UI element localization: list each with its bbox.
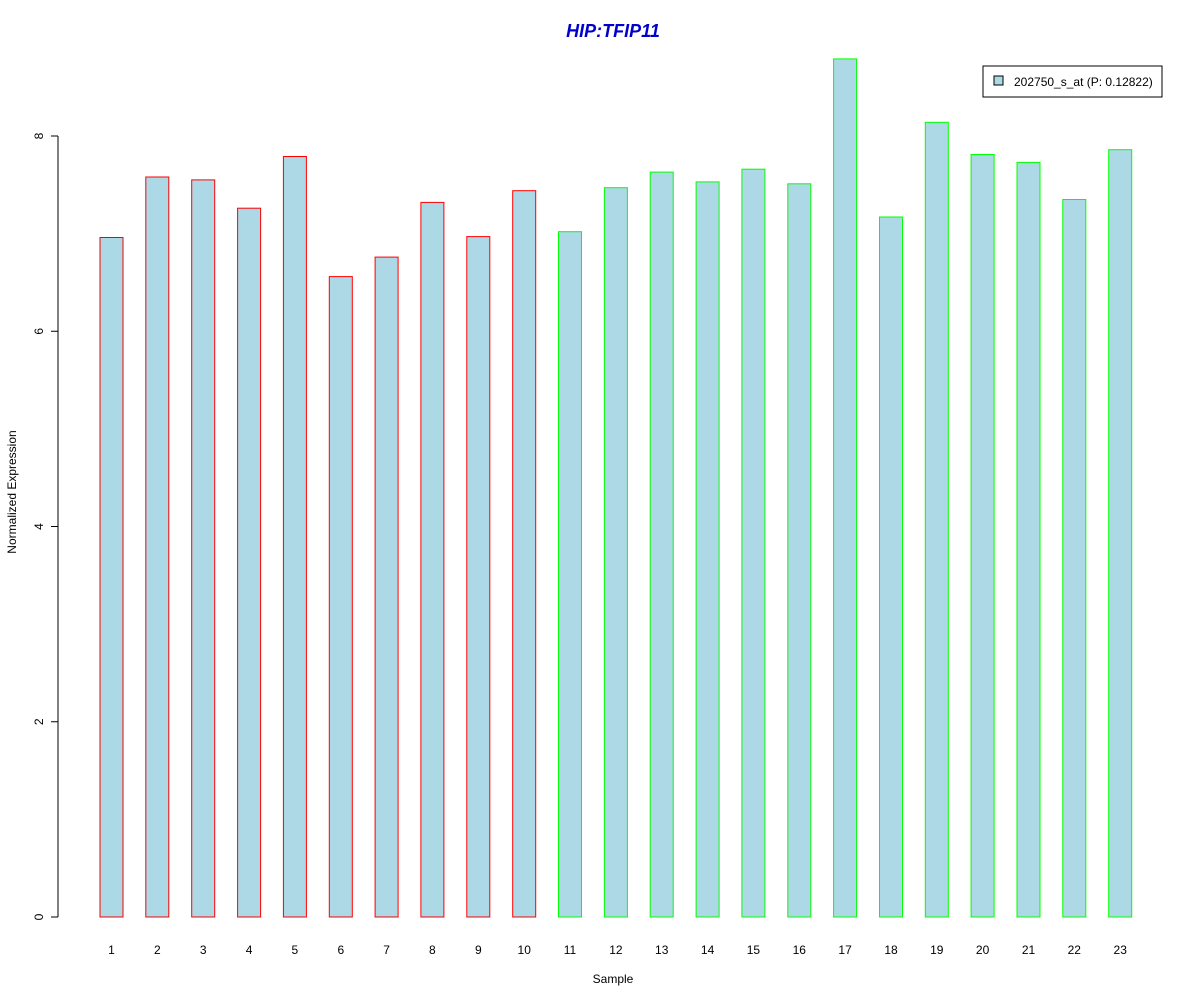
x-tick-label: 8 xyxy=(429,943,436,957)
y-tick-label: 8 xyxy=(32,132,46,139)
x-tick-labels: 1 2 3 4 5 6 7 8 9 10 11 12 13 14 15 16 17 18 19 20 21 22 23 xyxy=(108,943,1127,957)
y-tick-label: 0 xyxy=(32,913,46,920)
y-axis: 0 2 4 6 8 xyxy=(32,132,59,920)
bar xyxy=(649,171,674,918)
bar xyxy=(282,156,307,918)
bar xyxy=(420,201,445,918)
x-tick-label: 17 xyxy=(838,943,852,957)
x-tick-label: 1 xyxy=(108,943,115,957)
x-tick-label: 13 xyxy=(655,943,669,957)
x-axis-title: Sample xyxy=(593,972,634,986)
y-tick-label: 4 xyxy=(32,523,46,530)
x-tick-label: 15 xyxy=(747,943,761,957)
x-tick-label: 14 xyxy=(701,943,715,957)
x-tick-label: 5 xyxy=(292,943,299,957)
legend-label: 202750_s_at (P: 0.12822) xyxy=(1014,75,1153,89)
y-tick-label: 2 xyxy=(32,718,46,725)
bar xyxy=(833,58,858,918)
bar xyxy=(328,276,353,918)
bars-group xyxy=(99,58,1133,918)
x-tick-label: 20 xyxy=(976,943,990,957)
chart-title: HIP:TFIP11 xyxy=(566,21,660,41)
bar xyxy=(237,207,262,918)
legend: 202750_s_at (P: 0.12822) xyxy=(982,65,1163,98)
bar xyxy=(1062,199,1087,918)
x-tick-label: 11 xyxy=(564,943,577,957)
bar xyxy=(1016,161,1041,918)
bar xyxy=(970,154,995,918)
x-tick-label: 22 xyxy=(1068,943,1082,957)
x-tick-label: 6 xyxy=(337,943,344,957)
bar xyxy=(374,256,399,918)
x-tick-label: 3 xyxy=(200,943,207,957)
x-tick-label: 9 xyxy=(475,943,482,957)
bar xyxy=(191,179,216,918)
x-tick-label: 16 xyxy=(793,943,807,957)
x-tick-label: 18 xyxy=(884,943,898,957)
x-tick-label: 4 xyxy=(246,943,253,957)
bar xyxy=(695,181,720,918)
x-tick-label: 21 xyxy=(1022,943,1036,957)
bar xyxy=(787,183,812,918)
legend-box xyxy=(982,65,1163,98)
bar xyxy=(512,190,537,918)
bar xyxy=(466,236,491,918)
x-tick-label: 10 xyxy=(518,943,532,957)
y-axis-title: Normalized Expression xyxy=(5,430,19,553)
bar xyxy=(1108,149,1133,918)
x-tick-label: 19 xyxy=(930,943,944,957)
bar xyxy=(145,176,170,918)
bar xyxy=(924,121,949,918)
bar xyxy=(741,168,766,918)
y-tick-label: 6 xyxy=(32,328,46,335)
x-tick-label: 12 xyxy=(609,943,623,957)
x-tick-label: 23 xyxy=(1114,943,1128,957)
bar xyxy=(558,231,582,918)
legend-swatch xyxy=(993,75,1004,86)
x-tick-label: 2 xyxy=(154,943,161,957)
bar xyxy=(879,216,903,918)
bar xyxy=(603,187,628,918)
bar xyxy=(99,237,124,918)
x-tick-label: 7 xyxy=(383,943,390,957)
